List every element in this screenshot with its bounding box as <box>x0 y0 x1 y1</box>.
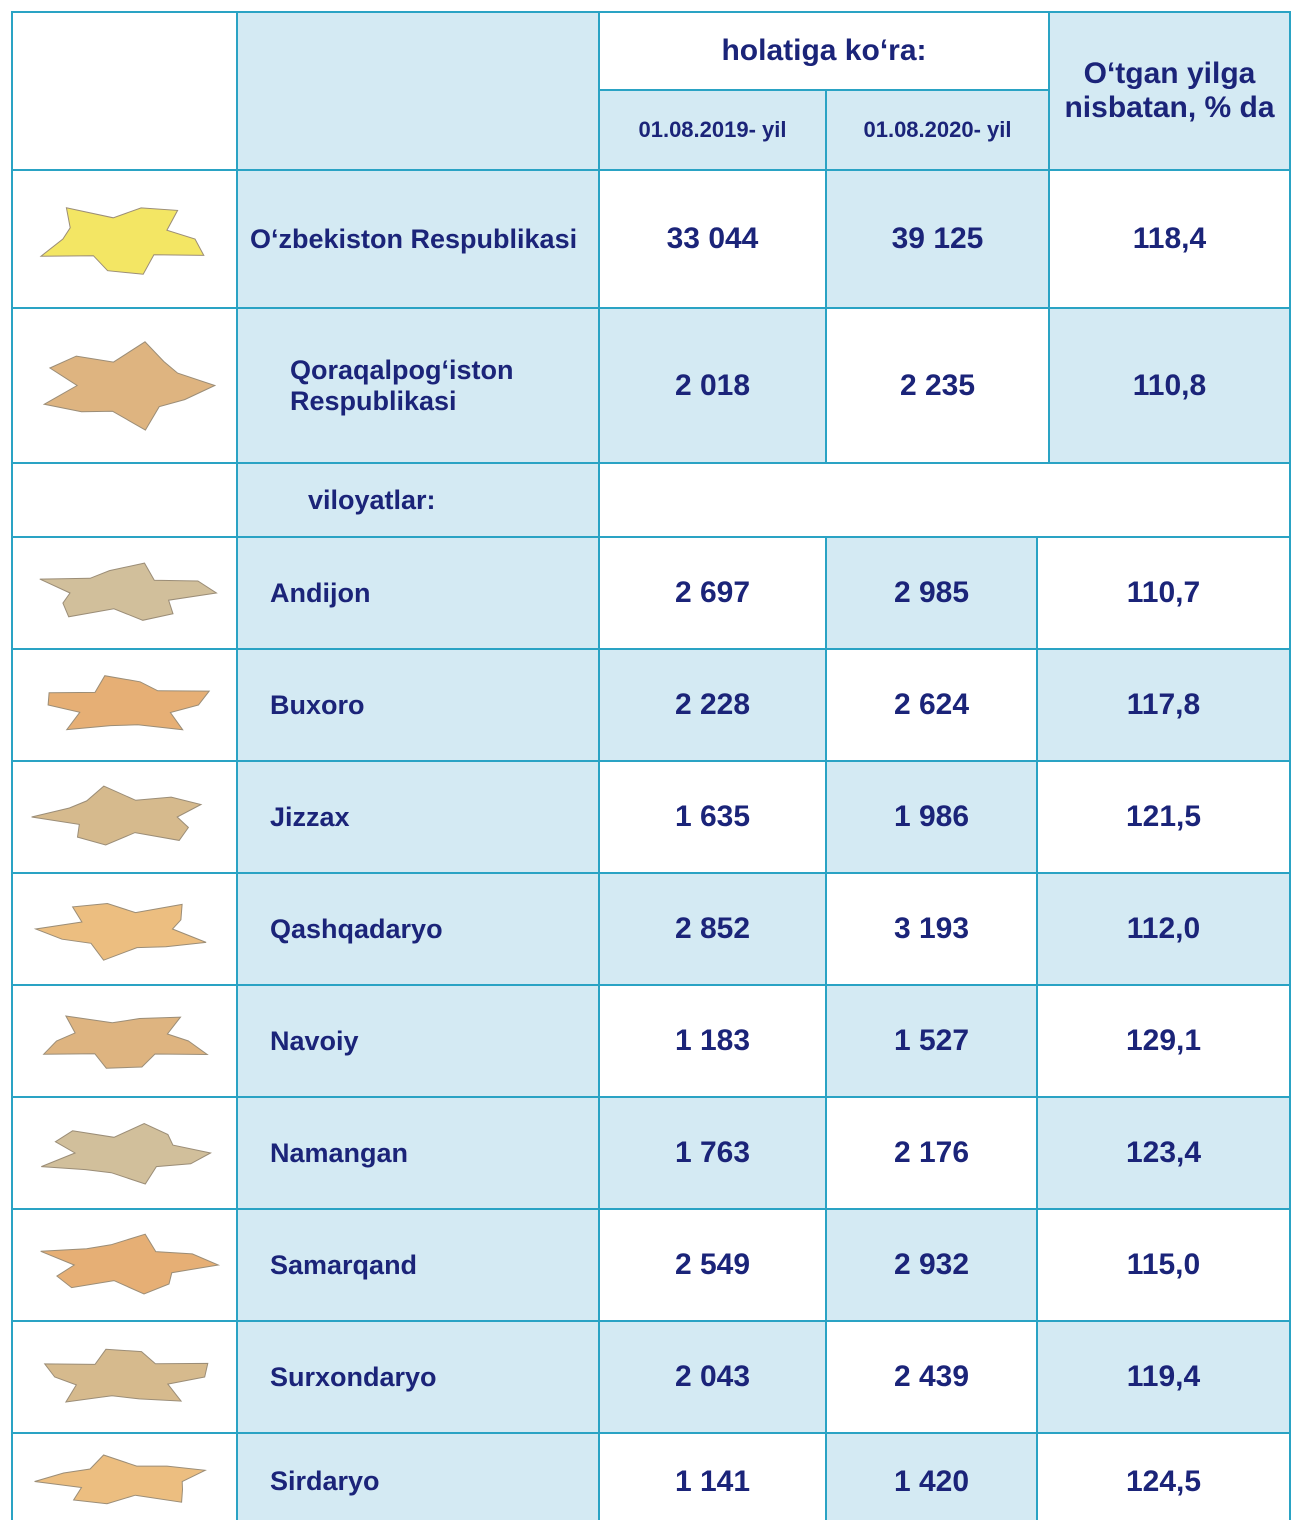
row-value: 1 527 <box>825 984 1038 1098</box>
region-map <box>31 785 203 846</box>
row-value: 1 183 <box>598 984 827 1098</box>
row-value: 112,0 <box>1036 872 1291 986</box>
row-value: 2 043 <box>598 1320 827 1434</box>
row-value: 119,4 <box>1036 1320 1291 1434</box>
region-map <box>43 1348 209 1403</box>
row-name: Sirdaryo <box>236 1432 600 1520</box>
row-value: 1 635 <box>598 760 827 874</box>
row-value: 124,5 <box>1036 1432 1291 1520</box>
header-col: 01.08.2020- yil <box>825 89 1050 171</box>
region-map <box>47 675 211 731</box>
row-value: 2 985 <box>825 536 1038 650</box>
row-value: 2 549 <box>598 1208 827 1322</box>
row-value: 118,4 <box>1048 169 1291 309</box>
header-blank <box>11 11 238 171</box>
row-value: 2 697 <box>598 536 827 650</box>
row-value: 3 193 <box>825 872 1038 986</box>
row-value: 117,8 <box>1036 648 1291 762</box>
row-value: 115,0 <box>1036 1208 1291 1322</box>
region-map <box>34 1454 207 1505</box>
region-map <box>42 1015 209 1069</box>
row-value: 1 420 <box>825 1432 1038 1520</box>
row-name: Qoraqalpog‘iston Respublikasi <box>236 307 600 464</box>
row-value: 1 986 <box>825 760 1038 874</box>
region-map <box>39 562 218 621</box>
row-value: 110,8 <box>1048 307 1291 464</box>
row-value: 110,7 <box>1036 536 1291 650</box>
row-value: 2 624 <box>825 648 1038 762</box>
row-value: 2 235 <box>825 307 1050 464</box>
row-name: Surxondaryo <box>236 1320 600 1434</box>
section-blank <box>598 462 1291 538</box>
row-name: O‘zbekiston Respublikasi <box>236 169 600 309</box>
row-value: 2 439 <box>825 1320 1038 1434</box>
row-name: Namangan <box>236 1096 600 1210</box>
row-value: 33 044 <box>598 169 827 309</box>
row-value: 121,5 <box>1036 760 1291 874</box>
row-value: 2 176 <box>825 1096 1038 1210</box>
row-name: Samarqand <box>236 1208 600 1322</box>
row-name: Navoiy <box>236 984 600 1098</box>
section-label: viloyatlar: <box>236 462 600 538</box>
section-blank <box>11 462 238 538</box>
region-map <box>39 207 205 275</box>
header-col: 01.08.2019- yil <box>598 89 827 171</box>
row-value: 129,1 <box>1036 984 1291 1098</box>
row-name: Andijon <box>236 536 600 650</box>
row-name: Jizzax <box>236 760 600 874</box>
row-value: 123,4 <box>1036 1096 1291 1210</box>
row-value: 2 932 <box>825 1208 1038 1322</box>
region-map <box>41 1123 212 1185</box>
row-value: 1 763 <box>598 1096 827 1210</box>
row-value: 2 018 <box>598 307 827 464</box>
row-value: 2 852 <box>598 872 827 986</box>
header-blank <box>236 11 600 171</box>
header-col: O‘tgan yilga nisbatan, % da <box>1048 11 1291 171</box>
row-value: 1 141 <box>598 1432 827 1520</box>
region-map <box>33 902 207 961</box>
row-value: 2 228 <box>598 648 827 762</box>
region-map <box>40 1233 221 1295</box>
row-name: Buxoro <box>236 648 600 762</box>
header-group: holatiga ko‘ra: <box>598 11 1050 91</box>
region-map <box>42 341 217 431</box>
row-name: Qashqadaryo <box>236 872 600 986</box>
row-value: 39 125 <box>825 169 1050 309</box>
